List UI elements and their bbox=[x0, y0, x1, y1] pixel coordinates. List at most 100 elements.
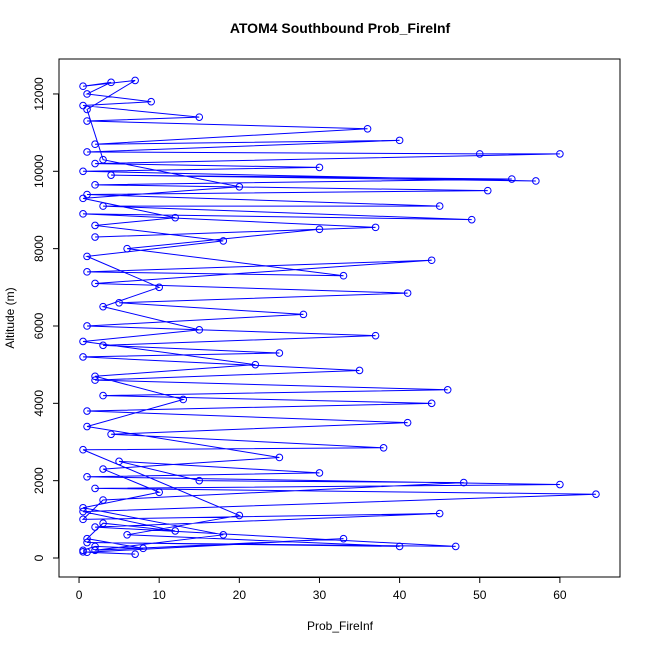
data-point bbox=[315, 469, 324, 477]
data-point bbox=[179, 395, 188, 404]
data-point bbox=[91, 221, 99, 230]
data-point bbox=[107, 78, 115, 87]
data-point bbox=[371, 223, 380, 232]
data-point bbox=[91, 546, 99, 555]
data-point bbox=[123, 244, 131, 253]
data-point bbox=[395, 542, 404, 551]
x-tick-label: 20 bbox=[233, 588, 247, 602]
data-point bbox=[403, 418, 412, 427]
data-point bbox=[83, 105, 91, 114]
data-point bbox=[171, 213, 180, 222]
data-point bbox=[99, 155, 107, 164]
data-point bbox=[79, 503, 87, 512]
data-point bbox=[83, 422, 91, 431]
data-point bbox=[379, 443, 388, 452]
data-point bbox=[235, 182, 244, 191]
data-point bbox=[363, 124, 372, 133]
data-point bbox=[99, 496, 107, 504]
data-point bbox=[83, 268, 91, 276]
data-point bbox=[91, 523, 99, 531]
x-tick-label: 30 bbox=[313, 588, 327, 602]
x-tick-label: 0 bbox=[76, 588, 83, 602]
x-tick-label: 40 bbox=[393, 588, 407, 602]
data-point bbox=[315, 163, 324, 172]
data-point bbox=[107, 430, 115, 439]
data-point bbox=[235, 511, 244, 520]
data-point bbox=[131, 550, 139, 558]
data-point bbox=[475, 150, 484, 158]
data-point bbox=[195, 326, 204, 334]
data-point bbox=[99, 202, 107, 210]
data-point bbox=[371, 331, 380, 340]
data-point bbox=[275, 453, 284, 462]
data-point bbox=[219, 237, 228, 245]
data-point bbox=[556, 480, 564, 489]
data-point bbox=[299, 310, 308, 319]
x-tick-label: 10 bbox=[152, 588, 166, 602]
y-tick-label: 4000 bbox=[32, 390, 46, 417]
data-point bbox=[79, 101, 87, 110]
data-point bbox=[91, 159, 99, 168]
data-point bbox=[83, 90, 91, 98]
data-point bbox=[91, 233, 99, 241]
data-point bbox=[131, 76, 139, 85]
data-point bbox=[83, 538, 91, 547]
y-tick-label: 6000 bbox=[32, 312, 46, 339]
data-point bbox=[139, 544, 147, 553]
data-point bbox=[395, 136, 404, 145]
data-point bbox=[79, 445, 87, 454]
data-point bbox=[83, 534, 91, 543]
data-point bbox=[79, 353, 87, 361]
data-point bbox=[315, 225, 324, 234]
data-point bbox=[483, 186, 492, 195]
data-point bbox=[83, 252, 91, 261]
data-point bbox=[79, 546, 87, 555]
data-point bbox=[195, 476, 204, 485]
data-point bbox=[451, 542, 460, 551]
data-point bbox=[115, 457, 123, 466]
data-point bbox=[83, 117, 91, 125]
y-axis-label: Altitude (m) bbox=[3, 287, 17, 348]
data-point bbox=[83, 148, 91, 156]
data-point bbox=[556, 150, 564, 158]
data-point bbox=[91, 376, 99, 384]
data-point bbox=[83, 548, 91, 557]
data-point bbox=[83, 407, 91, 415]
data-point bbox=[195, 113, 204, 121]
data-point bbox=[83, 473, 91, 481]
data-point bbox=[79, 337, 87, 346]
data-point bbox=[91, 140, 99, 149]
data-point bbox=[79, 167, 87, 176]
data-point bbox=[467, 215, 476, 224]
data-point bbox=[99, 391, 107, 400]
data-point bbox=[443, 385, 452, 394]
chart-title: ATOM4 Southbound Prob_FireInf bbox=[230, 20, 451, 36]
data-point bbox=[83, 322, 91, 330]
data-point bbox=[155, 488, 163, 497]
x-tick-label: 50 bbox=[473, 588, 487, 602]
data-point bbox=[251, 360, 260, 369]
data-point bbox=[99, 302, 107, 311]
data-point bbox=[91, 372, 99, 381]
data-point bbox=[355, 366, 364, 375]
data-point bbox=[79, 515, 87, 524]
data-point bbox=[115, 298, 123, 307]
y-tick-label: 8000 bbox=[32, 235, 46, 262]
data-point bbox=[435, 202, 444, 210]
plot-frame bbox=[58, 58, 621, 578]
data-point bbox=[99, 519, 107, 528]
data-point bbox=[339, 271, 348, 280]
data-point bbox=[91, 542, 99, 551]
data-point bbox=[147, 97, 155, 106]
data-point bbox=[99, 465, 107, 473]
data-point bbox=[403, 289, 412, 297]
data-point bbox=[435, 509, 444, 518]
data-point bbox=[107, 171, 115, 179]
data-point bbox=[171, 527, 180, 535]
data-point bbox=[508, 175, 516, 183]
data-point bbox=[339, 534, 348, 543]
data-point bbox=[91, 181, 99, 189]
data-point bbox=[427, 399, 436, 408]
data-point bbox=[123, 531, 131, 539]
